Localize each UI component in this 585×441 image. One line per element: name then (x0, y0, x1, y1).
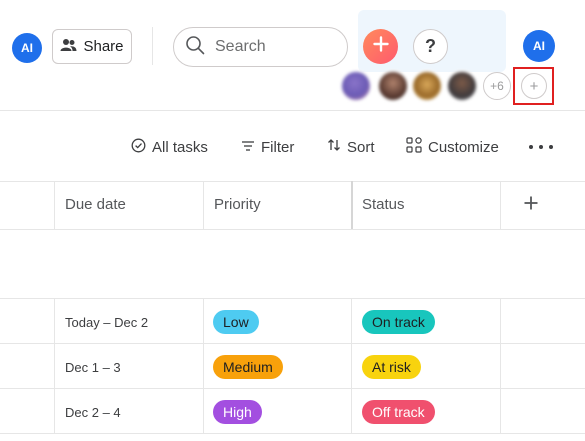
divider (152, 27, 153, 65)
share-button[interactable]: Share (52, 29, 132, 64)
row-separator (500, 298, 501, 433)
header-divider (0, 110, 585, 111)
sort-button[interactable]: Sort (327, 137, 375, 157)
column-separator (203, 181, 204, 229)
account-avatar[interactable]: AI (523, 30, 555, 62)
column-header-due-date[interactable]: Due date (65, 196, 126, 213)
member-avatar[interactable] (411, 70, 443, 102)
plus-icon: + (529, 77, 539, 95)
status-badge[interactable]: On track (362, 310, 435, 334)
people-icon (60, 38, 77, 56)
status-badge[interactable]: At risk (362, 355, 421, 379)
create-button[interactable] (363, 29, 398, 64)
row-separator (351, 298, 352, 433)
customize-icon (406, 137, 422, 157)
member-avatar[interactable] (340, 70, 372, 102)
all-tasks-label: All tasks (152, 138, 208, 156)
user-avatar[interactable]: AI (12, 33, 42, 63)
due-date-cell[interactable]: Today – Dec 2 (65, 315, 149, 330)
customize-button[interactable]: Customize (406, 137, 499, 157)
share-label: Share (83, 38, 124, 55)
status-badge[interactable]: Off track (362, 400, 435, 424)
due-date-cell[interactable]: Dec 2 – 4 (65, 405, 121, 420)
search-icon (185, 35, 205, 60)
sort-label: Sort (347, 138, 375, 156)
all-tasks-button[interactable]: All tasks (131, 137, 208, 157)
check-circle-icon (131, 138, 146, 157)
column-separator (54, 181, 55, 229)
more-members-count[interactable]: +6 (483, 72, 511, 100)
column-separator (500, 181, 501, 229)
toolbar-divider (0, 181, 585, 182)
section-divider (0, 298, 585, 299)
add-member-button[interactable]: + (521, 73, 547, 99)
row-separator (54, 298, 55, 433)
priority-badge[interactable]: Low (213, 310, 259, 334)
row-separator (203, 298, 204, 433)
help-button[interactable]: ? (413, 29, 448, 64)
member-avatar[interactable] (446, 70, 478, 102)
dot (549, 145, 553, 149)
dot (529, 145, 533, 149)
search-box[interactable] (173, 27, 348, 67)
column-header-priority[interactable]: Priority (214, 196, 261, 213)
sort-icon (327, 138, 341, 156)
filter-icon (241, 139, 255, 156)
priority-badge[interactable]: High (213, 400, 262, 424)
customize-label: Customize (428, 138, 499, 156)
more-options-button[interactable] (529, 137, 553, 157)
plus-icon (523, 196, 539, 215)
member-avatar[interactable] (377, 70, 409, 102)
dot (539, 145, 543, 149)
column-resize-handle[interactable] (351, 181, 353, 229)
row-divider (0, 388, 585, 389)
row-divider (0, 343, 585, 344)
plus-icon (372, 36, 389, 57)
highlight-box: + (513, 67, 554, 105)
add-column-button[interactable] (523, 195, 539, 211)
priority-badge[interactable]: Medium (213, 355, 283, 379)
due-date-cell[interactable]: Dec 1 – 3 (65, 360, 121, 375)
filter-label: Filter (261, 138, 295, 156)
column-header-status[interactable]: Status (362, 196, 405, 213)
search-input[interactable] (215, 38, 325, 56)
help-icon: ? (425, 36, 436, 56)
header-row-divider (0, 229, 585, 230)
filter-button[interactable]: Filter (241, 137, 294, 157)
row-divider (0, 433, 585, 434)
